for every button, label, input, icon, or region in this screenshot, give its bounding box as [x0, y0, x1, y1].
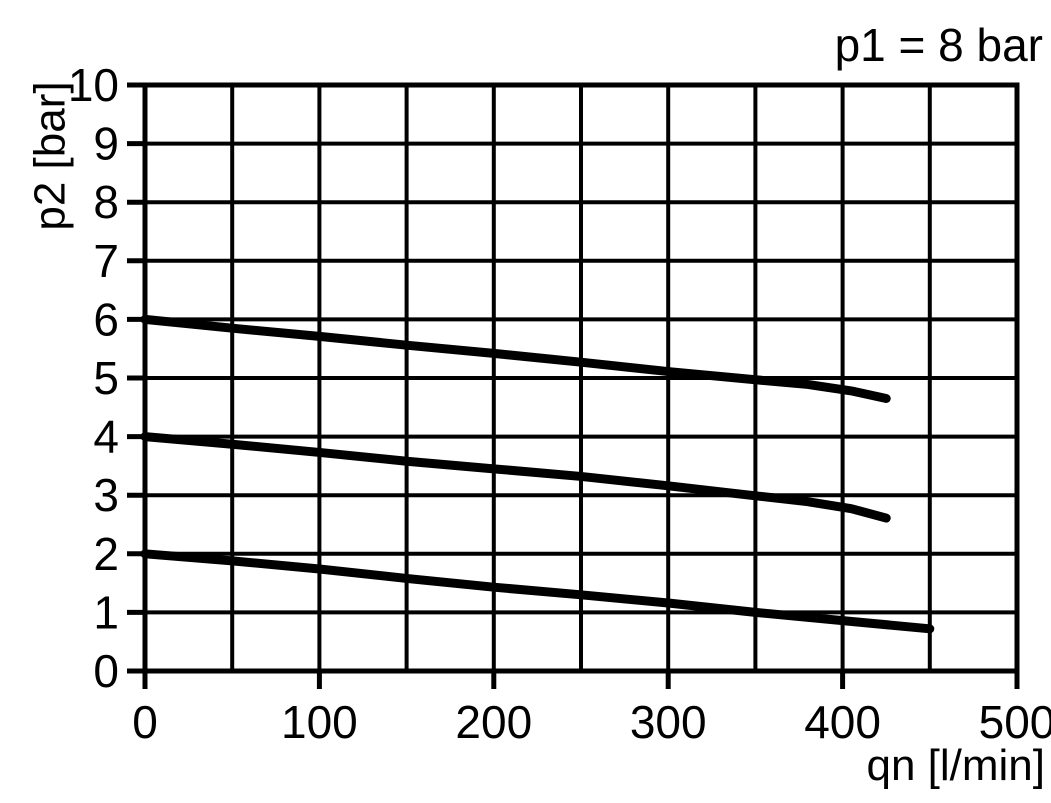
- x-tick-label: 200: [455, 696, 532, 748]
- x-tick-label: 100: [281, 696, 358, 748]
- chart-title: p1 = 8 bar: [834, 19, 1043, 71]
- x-tick-label: 300: [630, 696, 707, 748]
- curve-set-pressure-4-bar: [140, 432, 891, 523]
- y-tick-label: 9: [93, 118, 119, 170]
- x-tick-label: 400: [804, 696, 881, 748]
- y-tick-label: 6: [93, 293, 119, 345]
- y-tick-label: 4: [93, 411, 119, 463]
- y-tick-label: 10: [68, 59, 119, 111]
- y-tick-label: 1: [93, 586, 119, 638]
- y-tick-label: 3: [93, 469, 119, 521]
- x-tick-label: 500: [979, 696, 1051, 748]
- curve-set-pressure-2-bar: [140, 549, 935, 634]
- y-tick-label: 5: [93, 352, 119, 404]
- curve-set-pressure-6-bar: [140, 314, 891, 404]
- y-tick-label: 2: [93, 528, 119, 580]
- x-tick-label: 0: [132, 696, 158, 748]
- y-tick-label: 0: [93, 645, 119, 697]
- y-tick-label: 8: [93, 176, 119, 228]
- y-tick-label: 7: [93, 235, 119, 287]
- x-axis-label: qn [l/min]: [866, 741, 1045, 790]
